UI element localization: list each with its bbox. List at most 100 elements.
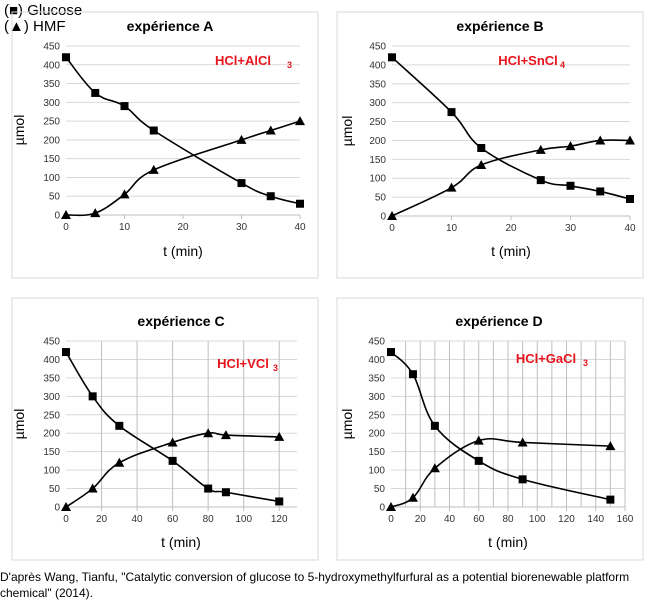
hmf-point (386, 502, 396, 511)
glucose-point (606, 495, 615, 504)
chart-3: 0 50 100 150 200 250 300 350 400 450 0 20 40 60 80 100 1… (11, 297, 319, 561)
y-tick-label: 100 (368, 466, 385, 477)
y-tick-label: 50 (375, 193, 387, 204)
y-tick-label: 100 (43, 466, 60, 477)
hmf-point (61, 502, 71, 511)
glucose-point (88, 392, 97, 401)
glucose-point (387, 348, 395, 357)
hmf-point (517, 437, 528, 447)
hmf-point (119, 189, 130, 199)
hmf-point (407, 492, 418, 502)
hmf-point (236, 134, 247, 144)
hmf-point (90, 208, 101, 218)
y-tick-label: 0 (379, 503, 385, 514)
x-tick-label: 0 (63, 514, 69, 525)
hmf-point (114, 457, 125, 467)
y-tick-label: 150 (368, 447, 385, 458)
x-tick-label: 100 (529, 514, 546, 525)
y-tick-label: 50 (49, 192, 61, 203)
chart-title: expérience C (137, 313, 224, 329)
glucose-point (91, 88, 100, 97)
y-tick-label: 150 (369, 155, 386, 166)
catalyst-label-subscript: 3 (273, 363, 278, 373)
y-tick-label: 100 (369, 174, 386, 185)
y-tick-label: 450 (43, 337, 60, 348)
chart-frame (336, 297, 644, 561)
chart-2: 0 50 100 150 200 250 300 350 400 450 0 10 20 30 40 expé… (336, 11, 644, 279)
x-axis-label: t (min) (163, 243, 203, 259)
hmf-point (446, 182, 457, 192)
y-tick-label: 450 (369, 42, 386, 53)
y-tick-label: 50 (374, 484, 386, 495)
y-axis-label: µmol (339, 409, 355, 440)
hmf-point (605, 441, 616, 451)
glucose-point (477, 144, 486, 152)
catalyst-label: HCl+SnCl (498, 53, 558, 68)
y-tick-label: 300 (369, 98, 386, 109)
hmf-point (220, 430, 231, 440)
legend-glucose: (■) Glucose (4, 2, 83, 19)
x-tick-label: 0 (388, 514, 394, 525)
y-tick-label: 250 (43, 117, 60, 128)
chart-title: expérience D (455, 313, 542, 329)
glucose-point (408, 370, 417, 379)
y-tick-label: 0 (54, 211, 60, 222)
x-tick-label: 140 (587, 514, 604, 525)
y-tick-label: 300 (43, 392, 60, 403)
y-tick-label: 200 (43, 429, 60, 440)
y-tick-label: 200 (43, 135, 60, 146)
x-tick-label: 120 (558, 514, 575, 525)
glucose-point (566, 181, 575, 190)
x-tick-label: 60 (167, 514, 179, 525)
y-tick-label: 350 (43, 79, 60, 90)
hmf-point (148, 164, 159, 174)
x-tick-label: 80 (203, 514, 215, 525)
x-tick-label: 30 (236, 222, 248, 233)
chart-frame (336, 11, 644, 279)
glucose-point (237, 179, 246, 188)
legend-hmf: (▲) HMF (4, 18, 66, 35)
chart-title: expérience B (456, 18, 543, 34)
series-line-triangle (65, 120, 301, 217)
chart-1: 0 50 100 150 200 250 300 350 400 450 0 10 20 30 40 expé… (11, 11, 319, 279)
y-tick-label: 450 (43, 42, 60, 53)
y-tick-label: 250 (43, 410, 60, 421)
hmf-point (265, 125, 276, 135)
glucose-point (149, 126, 158, 135)
x-tick-label: 40 (624, 223, 636, 234)
x-tick-label: 20 (96, 514, 108, 525)
source-caption: D'après Wang, Tianfu, "Catalytic convers… (0, 570, 630, 600)
x-tick-label: 40 (444, 514, 456, 525)
y-tick-label: 0 (54, 503, 60, 514)
glucose-point (296, 199, 304, 208)
legend: (■) Glucose (▲) HMF (4, 3, 82, 35)
chart-4: 0 50 100 150 200 250 300 350 400 450 0 20 40 60 80 100 1… (336, 297, 644, 561)
hmf-point (87, 483, 98, 493)
glucose-point (388, 53, 396, 62)
x-tick-label: 80 (502, 514, 514, 525)
chart-frame (11, 297, 319, 561)
hmf-point (476, 160, 487, 169)
glucose-point (266, 192, 275, 201)
series-line-square (65, 56, 301, 205)
x-axis-label: t (min) (488, 534, 528, 550)
x-tick-label: 100 (235, 514, 252, 525)
glucose-point (204, 484, 213, 493)
x-tick-label: 30 (565, 223, 577, 234)
glucose-point (474, 456, 483, 465)
hmf-point (625, 135, 635, 145)
glucose-point (518, 475, 527, 484)
y-tick-label: 400 (43, 355, 60, 366)
glucose-point (221, 488, 230, 497)
y-axis-label: µmol (11, 115, 27, 146)
x-tick-label: 0 (389, 223, 395, 234)
catalyst-label-subscript: 3 (287, 60, 292, 70)
hmf-point (595, 135, 606, 145)
glucose-point (168, 456, 177, 465)
catalyst-label-subscript: 3 (583, 358, 588, 368)
catalyst-label: HCl+GaCl (516, 351, 576, 366)
y-tick-label: 450 (368, 337, 385, 348)
catalyst-label: HCl+VCl (217, 356, 269, 371)
y-tick-label: 300 (368, 392, 385, 403)
